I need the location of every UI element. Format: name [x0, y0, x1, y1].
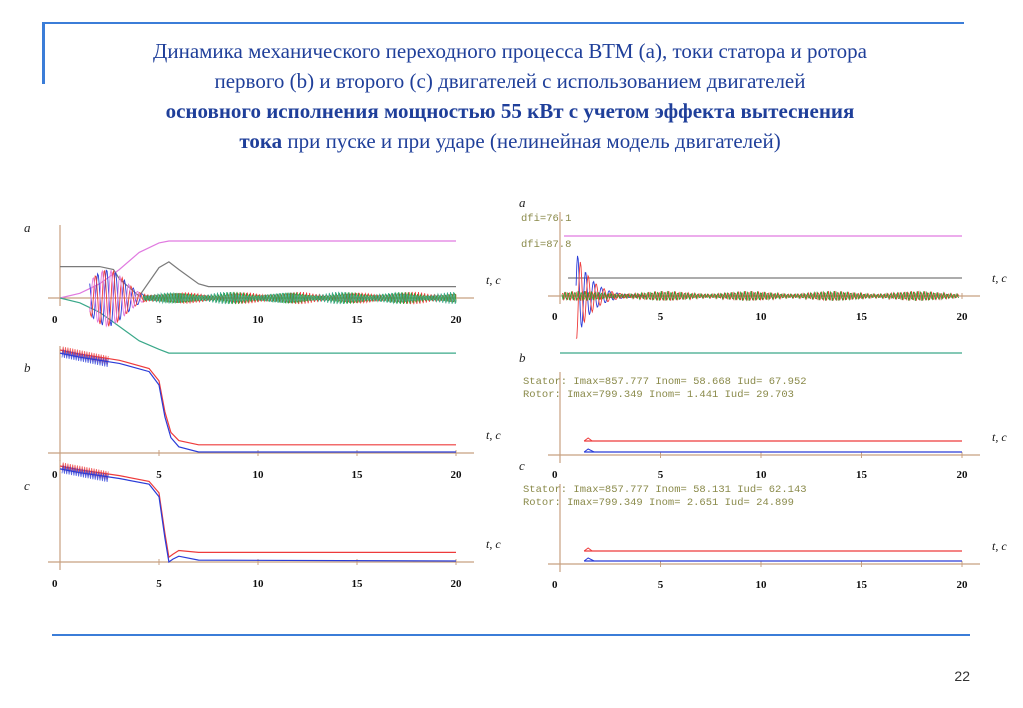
right-c-tick-label-15: 15 — [856, 579, 868, 591]
right-b-tick-label-10: 10 — [756, 469, 768, 481]
right-c-tick-label-5: 5 — [658, 579, 664, 591]
right-a-band-green — [561, 290, 960, 302]
title-line-1: Динамика механического переходного проце… — [153, 39, 867, 63]
title-line-3-bold: основного исполнения мощностью 55 кВт с … — [165, 99, 855, 123]
left-b-tick-label-0: 0 — [52, 469, 58, 481]
right-c-tick-label-10: 10 — [756, 579, 768, 591]
left-c-tick-label-0: 0 — [52, 578, 58, 590]
page-title: Динамика механического переходного проце… — [60, 36, 960, 156]
left-c-x-axis-label: t, c — [486, 537, 501, 551]
right-b-x-axis-label: t, c — [992, 430, 1007, 444]
left-c-tick-label-10: 10 — [253, 578, 265, 590]
left-b-tick-label-15: 15 — [352, 469, 364, 481]
left-b-series-red — [59, 349, 456, 446]
left-a-x-axis-label: t, c — [486, 273, 501, 287]
left-b-x-axis-label: t, c — [486, 428, 501, 442]
right-c-annotation-rotor: Rotor: Imax=799.349 Inom= 2.651 Iud= 24.… — [523, 497, 794, 509]
right-c-tick-label-0: 0 — [552, 579, 558, 591]
right-b-spike-blue — [583, 448, 595, 453]
right-c-panel-label: c — [519, 458, 525, 473]
left-a-tick-label-15: 15 — [352, 314, 364, 326]
frame-vertical-line — [42, 22, 45, 84]
left-c-panel-label: c — [24, 478, 30, 493]
right-a-tick-label-20: 20 — [957, 311, 969, 323]
left-a-series-magenta — [59, 240, 456, 299]
frame-top-line — [44, 22, 964, 24]
right-c-tick-label-20: 20 — [957, 579, 969, 591]
left-b-tick-label-10: 10 — [253, 469, 265, 481]
title-line-2: первого (b) и второго (c) двигателей с и… — [214, 69, 806, 93]
right-a-tick-label-5: 5 — [658, 311, 664, 323]
right-b-annotation-stator: Stator: Imax=857.777 Inom= 58.668 Iud= 6… — [523, 376, 807, 388]
title-line-4: тока при пуске и при ударе (нелинейная м… — [60, 126, 960, 156]
footer-line — [52, 634, 970, 636]
left-a-tick-label-0: 0 — [52, 314, 58, 326]
left-c-tick-label-15: 15 — [352, 578, 364, 590]
right-c-annotation-stator: Stator: Imax=857.777 Inom= 58.131 Iud= 6… — [523, 484, 807, 496]
title-line-4-rest: при пуске и при ударе (нелинейная модель… — [282, 129, 781, 153]
right-b-tick-label-0: 0 — [552, 469, 558, 481]
right-b-panel-label: b — [519, 350, 526, 365]
title-line-3: основного исполнения мощностью 55 кВт с … — [60, 96, 960, 126]
right-b-spike-red — [583, 437, 593, 442]
left-c-tick-label-20: 20 — [451, 578, 463, 590]
right-a-annotation-dfi-1: dfi=76.1 — [521, 213, 571, 225]
page-number: 22 — [954, 668, 970, 684]
right-a-tick-label-10: 10 — [756, 311, 768, 323]
left-b-tick-label-5: 5 — [156, 469, 162, 481]
left-a-panel-label: a — [24, 220, 31, 235]
left-b-ripple-blue — [61, 349, 109, 367]
left-c-tick-label-5: 5 — [156, 578, 162, 590]
right-a-tick-label-0: 0 — [552, 311, 558, 323]
right-c-x-axis-label: t, c — [992, 539, 1007, 553]
right-b-annotation-rotor: Rotor: Imax=799.349 Inom= 1.441 Iud= 29.… — [523, 389, 794, 401]
left-a-tick-label-20: 20 — [451, 314, 463, 326]
left-c-series-blue — [59, 468, 457, 564]
right-a-panel-label: a — [519, 195, 526, 210]
left-a-band-green — [142, 291, 457, 305]
right-c-spike-red — [583, 547, 593, 552]
left-b-ripple-red — [61, 346, 109, 364]
left-b-tick-label-20: 20 — [451, 469, 463, 481]
right-a-annotation-dfi-2: dfi=87.8 — [521, 239, 571, 251]
left-a-series-teal — [59, 297, 456, 354]
left-a-tick-label-5: 5 — [156, 314, 162, 326]
left-a-band-teal — [142, 291, 457, 305]
title-line-4-bold: тока — [239, 129, 283, 153]
right-a-tick-label-15: 15 — [856, 311, 868, 323]
right-b-tick-label-5: 5 — [658, 469, 664, 481]
left-b-panel-label: b — [24, 360, 31, 375]
right-b-tick-label-15: 15 — [856, 469, 868, 481]
right-b-tick-label-20: 20 — [957, 469, 969, 481]
left-c-ripple-blue — [61, 465, 109, 483]
left-b-series-blue — [59, 352, 456, 453]
left-a-tick-label-10: 10 — [253, 314, 265, 326]
right-c-spike-blue — [583, 557, 595, 562]
left-a-series-gray — [60, 261, 456, 297]
right-a-x-axis-label: t, c — [992, 271, 1007, 285]
